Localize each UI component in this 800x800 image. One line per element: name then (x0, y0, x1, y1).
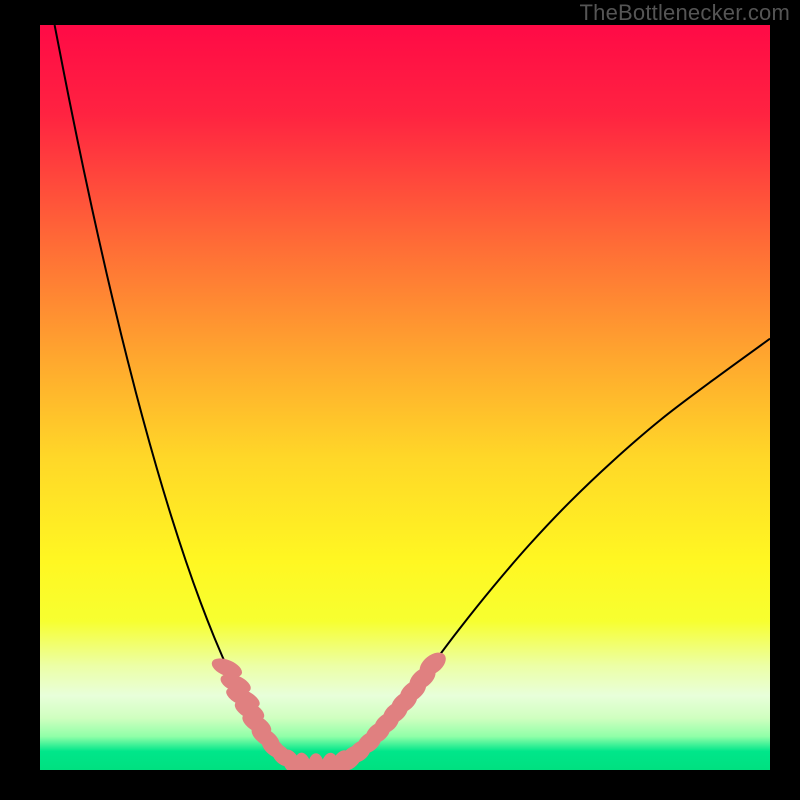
chart-svg (0, 0, 800, 800)
plot-background (40, 25, 770, 770)
chart-container: TheBottlenecker.com (0, 0, 800, 800)
